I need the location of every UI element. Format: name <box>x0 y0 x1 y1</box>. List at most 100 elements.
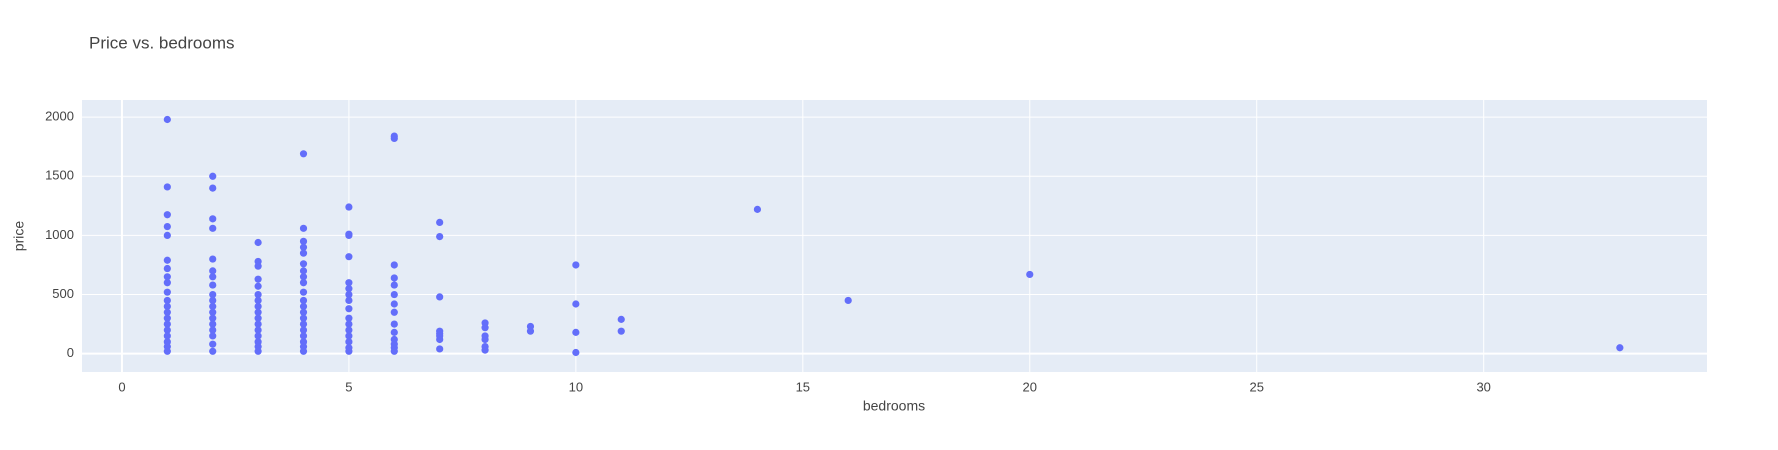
point <box>390 320 398 328</box>
point <box>163 302 171 310</box>
point <box>163 326 171 334</box>
point <box>254 314 262 322</box>
point <box>163 222 171 231</box>
point <box>299 288 308 296</box>
y-tick-label: 1000 <box>45 227 74 242</box>
point <box>209 184 217 192</box>
point <box>1616 344 1624 352</box>
point <box>436 293 444 301</box>
point <box>299 347 308 355</box>
point <box>753 205 762 213</box>
point <box>345 305 353 313</box>
point <box>481 346 489 354</box>
point <box>299 273 308 281</box>
point <box>209 326 217 334</box>
y-tick-label: 0 <box>67 345 74 360</box>
point <box>163 320 171 328</box>
point <box>481 324 489 332</box>
point <box>299 326 308 334</box>
x-tick-label: 5 <box>345 379 352 394</box>
point <box>572 261 580 269</box>
point <box>345 332 353 340</box>
point <box>299 243 308 251</box>
point <box>345 253 353 261</box>
point <box>163 264 171 273</box>
point <box>209 172 217 180</box>
point <box>209 290 217 299</box>
x-tick-label: 25 <box>1249 379 1263 394</box>
point <box>390 261 398 269</box>
point <box>163 256 171 264</box>
point <box>163 279 171 287</box>
x-tick-label: 0 <box>118 379 125 394</box>
point <box>299 332 308 340</box>
point <box>254 290 262 299</box>
point <box>209 296 217 305</box>
point <box>436 345 444 353</box>
point <box>481 335 489 344</box>
point <box>209 267 217 275</box>
point <box>254 238 262 247</box>
point <box>345 326 353 334</box>
x-tick-label: 30 <box>1476 379 1490 394</box>
point <box>345 314 353 322</box>
point <box>436 218 444 226</box>
point <box>299 260 308 268</box>
chart-title: Price vs. bedrooms <box>89 33 235 52</box>
point <box>254 332 262 340</box>
point <box>299 296 308 305</box>
point <box>299 249 308 257</box>
point <box>254 308 262 316</box>
point <box>345 231 353 240</box>
point <box>163 288 171 296</box>
point <box>163 211 171 219</box>
point <box>390 308 398 316</box>
point <box>254 326 262 334</box>
point <box>299 150 308 158</box>
point <box>254 302 262 310</box>
point <box>617 327 625 335</box>
point <box>209 215 217 223</box>
point <box>209 224 217 232</box>
point <box>254 320 262 328</box>
point <box>163 115 171 124</box>
point <box>844 296 852 305</box>
y-tick-label: 500 <box>52 286 74 301</box>
point <box>390 328 398 336</box>
point <box>163 332 171 340</box>
point <box>209 302 217 310</box>
point <box>209 255 217 263</box>
point <box>254 282 262 290</box>
point <box>209 347 217 355</box>
x-tick-label: 10 <box>569 379 583 394</box>
point <box>390 281 398 289</box>
point <box>299 279 308 287</box>
point <box>390 347 398 355</box>
point <box>572 300 580 308</box>
point <box>299 302 308 310</box>
point <box>163 296 171 305</box>
point <box>390 134 398 143</box>
x-tick-label: 20 <box>1023 379 1037 394</box>
point <box>1026 270 1034 279</box>
point <box>436 232 444 241</box>
point <box>163 273 171 281</box>
plot-area <box>82 100 1707 372</box>
point <box>345 290 353 299</box>
point <box>299 320 308 328</box>
point <box>254 262 262 270</box>
point <box>345 279 353 287</box>
point <box>209 308 217 316</box>
point <box>163 231 171 240</box>
point <box>163 308 171 316</box>
point <box>209 332 217 340</box>
point <box>163 183 171 191</box>
point <box>345 203 353 211</box>
x-axis-label: bedrooms <box>863 398 925 414</box>
point <box>299 308 308 316</box>
y-tick-label: 2000 <box>45 109 74 124</box>
point <box>345 285 353 293</box>
point <box>209 340 217 348</box>
point <box>163 314 171 322</box>
